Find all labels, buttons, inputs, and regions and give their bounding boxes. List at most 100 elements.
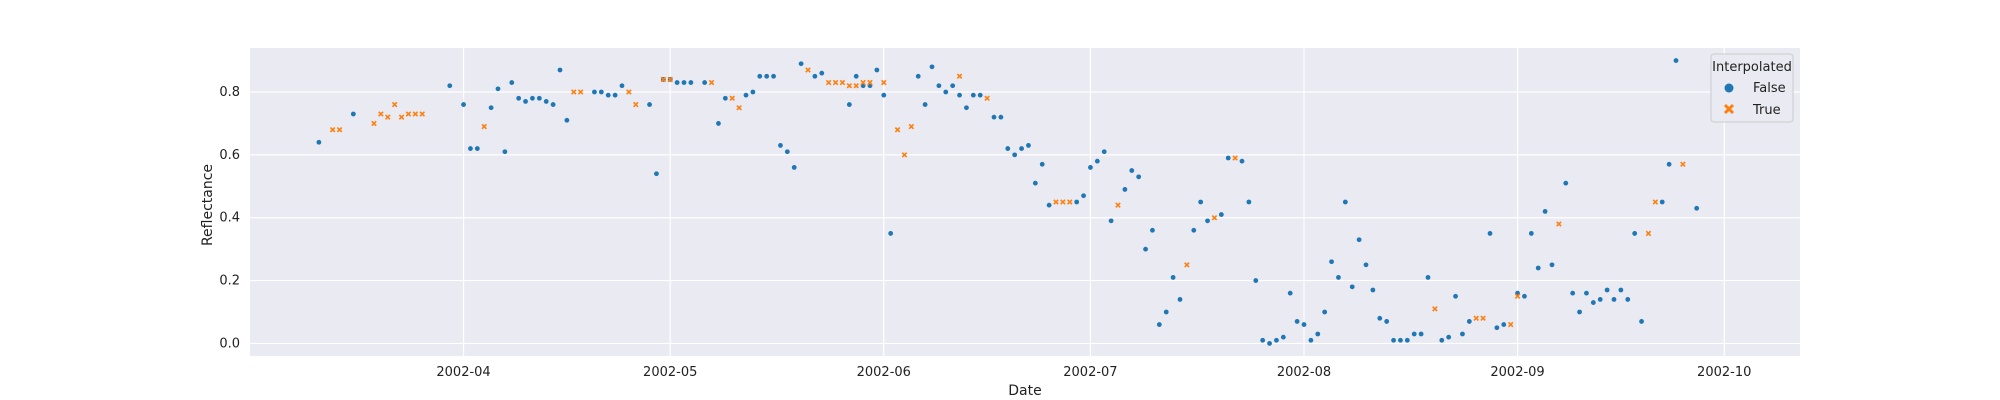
data-point-false (1308, 337, 1314, 343)
data-point-false (592, 89, 597, 95)
data-point-false (791, 165, 797, 170)
data-point-true (908, 123, 915, 130)
data-point-false (1253, 278, 1259, 283)
data-point-false (1294, 319, 1300, 324)
legend-label-true: True (1752, 103, 1781, 118)
x-tick-label: 2002-08 (1277, 365, 1331, 380)
data-point-false (1039, 161, 1045, 167)
data-point-true (1060, 199, 1066, 205)
data-point-false (350, 111, 356, 117)
data-point-false (716, 121, 721, 126)
x-tick-label: 2002-10 (1697, 365, 1751, 380)
data-point-false (1673, 58, 1679, 63)
y-tick-label: 0.2 (219, 274, 240, 289)
data-point-false (1590, 300, 1596, 305)
x-tick-labels: 2002-04 2002-05 2002-06 2002-07 2002-08 2002-… (436, 365, 1751, 380)
data-point-false (1019, 146, 1024, 151)
data-point-false (1143, 246, 1148, 252)
series-false (316, 58, 1700, 346)
data-point-false (1563, 180, 1569, 186)
data-point-false (1487, 231, 1493, 236)
data-point-false (1094, 158, 1100, 164)
data-point-false (998, 114, 1004, 120)
data-point-false (1088, 165, 1093, 170)
data-point-false (1129, 168, 1135, 173)
data-point-true (1473, 315, 1479, 322)
data-point-true (1232, 155, 1238, 161)
data-point-false (1198, 199, 1204, 205)
data-point-false (523, 99, 528, 104)
data-point-false (1604, 287, 1610, 293)
data-point-false (495, 86, 501, 92)
data-point-true (378, 111, 384, 117)
data-point-false (936, 83, 942, 89)
data-point-false (771, 73, 776, 79)
data-point-false (846, 102, 852, 107)
data-point-false (1666, 161, 1672, 167)
data-point-false (950, 83, 956, 89)
data-point-false (1349, 284, 1355, 290)
data-point-false (778, 143, 783, 148)
data-point-false (1584, 290, 1589, 296)
data-point-false (1618, 287, 1624, 293)
data-point-false (1418, 331, 1424, 337)
data-point-false (964, 105, 969, 111)
data-point-false (1005, 146, 1011, 151)
data-point-true (1556, 221, 1562, 227)
data-point-false (1012, 152, 1018, 158)
data-point-true (825, 79, 832, 86)
y-axis-label: Reflectance (200, 164, 216, 246)
data-point-false (722, 95, 728, 101)
data-point-true (729, 95, 735, 102)
data-point-true (867, 79, 873, 86)
plot-background (250, 48, 1800, 356)
data-point-false (1260, 337, 1266, 343)
data-point-false (1659, 199, 1665, 205)
data-point-false (1246, 199, 1252, 205)
data-point-false (1391, 337, 1396, 343)
data-point-true (839, 79, 846, 86)
data-point-false (1363, 262, 1369, 268)
data-point-true (860, 79, 866, 86)
data-point-false (1632, 231, 1638, 236)
data-point-false (1170, 275, 1176, 280)
data-point-false (915, 73, 921, 79)
data-point-true (419, 111, 425, 117)
data-point-true (1067, 199, 1073, 205)
data-point-false (1597, 297, 1603, 302)
data-point-false (1494, 325, 1500, 331)
data-point-false (1446, 334, 1452, 340)
data-point-false (957, 92, 962, 98)
data-point-false (1522, 293, 1527, 299)
data-point-false (530, 95, 535, 101)
data-point-true (1480, 315, 1486, 322)
data-point-false (1074, 199, 1080, 205)
legend-marker-false (1724, 83, 1734, 93)
data-point-true (1507, 321, 1514, 328)
data-point-true (853, 82, 859, 89)
data-point-false (1301, 322, 1307, 327)
data-point-true (832, 79, 839, 86)
data-point-false (447, 83, 453, 89)
data-point-false (1501, 322, 1507, 327)
y-tick-labels: 0.0 0.2 0.4 0.6 0.8 (219, 85, 240, 351)
x-tick-label: 2002-07 (1063, 365, 1117, 380)
data-point-true (956, 73, 963, 80)
data-point-false (550, 102, 556, 107)
data-point-false (881, 92, 887, 98)
data-point-false (674, 80, 680, 85)
data-point-true (894, 126, 901, 133)
data-point-false (929, 64, 935, 70)
data-point-true (1184, 262, 1190, 268)
data-point-false (1528, 231, 1534, 236)
data-point-false (688, 80, 694, 85)
data-point-false (1377, 315, 1383, 321)
data-point-false (750, 89, 756, 95)
data-point-false (1218, 212, 1224, 217)
data-point-true (571, 89, 577, 95)
data-point-false (784, 149, 790, 155)
data-point-false (1342, 199, 1348, 205)
legend-title: Interpolated (1712, 60, 1792, 75)
data-point-true (412, 111, 419, 117)
x-tick-label: 2002-06 (857, 365, 911, 380)
